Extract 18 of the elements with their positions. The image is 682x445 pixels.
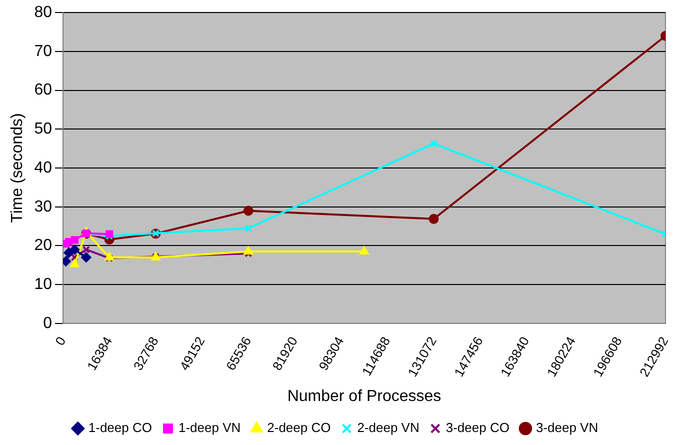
legend-label: 2-deep VN [357, 420, 420, 436]
legend-label: 2-deep CO [267, 420, 331, 436]
y-tick-label: 10 [34, 276, 52, 293]
y-tick-label: 70 [34, 42, 52, 60]
legend-label: 3-deep CO [446, 420, 510, 436]
y-tick-label: 40 [34, 159, 52, 176]
y-tick-label: 0 [43, 314, 52, 332]
y-tick-label: 60 [34, 82, 52, 99]
legend-label: 1-deep CO [88, 420, 152, 436]
y-tick-label: 80 [34, 4, 52, 22]
y-tick-label: 20 [34, 237, 52, 254]
legend-label: 3-deep VN [536, 420, 598, 436]
y-axis-title: Time (seconds) [9, 113, 26, 223]
y-tick-label: 30 [34, 198, 52, 216]
legend-label: 1-deep VN [178, 420, 241, 436]
x-tick-label: 0 [52, 334, 69, 348]
x-axis-title: Number of Processes [287, 388, 442, 405]
y-tick-label: 50 [34, 120, 52, 138]
